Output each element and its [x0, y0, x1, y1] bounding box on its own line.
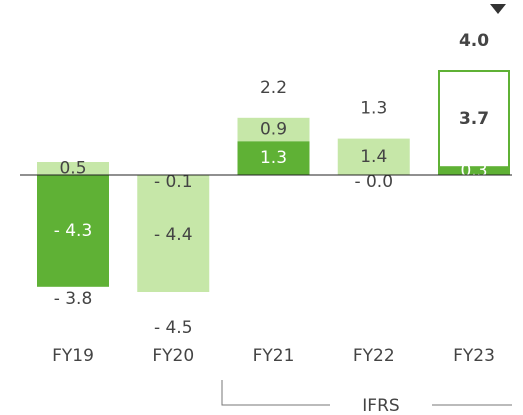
bar-segment	[438, 167, 510, 175]
x-tick-label: FY20	[152, 346, 194, 366]
bar-segment	[237, 117, 310, 142]
x-tick-label: FY23	[453, 346, 495, 366]
bar-segment	[237, 141, 310, 175]
x-tick-label: FY21	[253, 346, 295, 366]
x-tick-label: FY22	[353, 346, 395, 366]
bar-segment	[337, 138, 410, 175]
bar-segment	[37, 175, 109, 287]
total-label: 1.3	[360, 99, 387, 119]
arrow-marker	[490, 4, 506, 14]
value-label: - 4.4	[154, 225, 193, 245]
annotation: IFRS	[362, 396, 399, 415]
value-label: - 0.1	[154, 172, 193, 192]
value-label: 3.7	[459, 109, 489, 129]
total-label: 2.2	[260, 78, 287, 98]
value-label: 1.4	[360, 147, 387, 167]
value-label: 0.3	[460, 161, 487, 181]
value-label: 0.9	[260, 120, 287, 140]
total-label: - 3.8	[54, 289, 93, 309]
total-label: - 4.5	[154, 318, 193, 338]
total-label: 4.0	[459, 31, 489, 51]
value-label: 0.5	[59, 159, 86, 179]
bar-segment	[137, 175, 210, 178]
value-label: - 0.0	[354, 172, 393, 192]
bar-segment	[438, 70, 510, 169]
bar-segment	[37, 162, 109, 175]
x-tick-label: FY19	[52, 346, 94, 366]
value-label: - 4.3	[54, 221, 93, 241]
bracket	[221, 380, 330, 406]
value-label: 1.3	[260, 148, 287, 168]
bar-segment	[137, 177, 210, 292]
